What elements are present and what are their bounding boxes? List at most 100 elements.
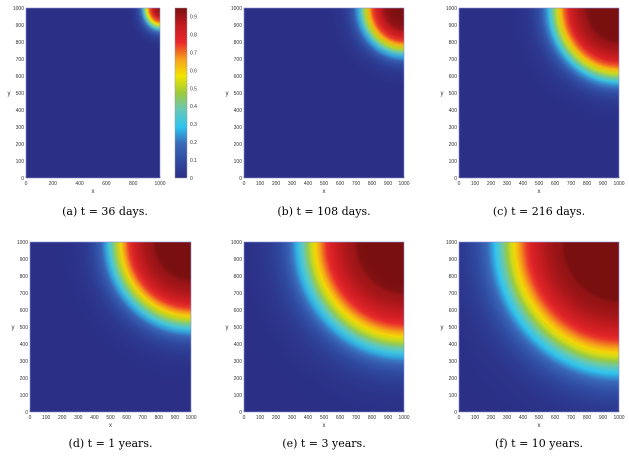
colorbar-tick-label: 0.3 <box>190 122 197 128</box>
x-tick-label: 800 <box>368 415 377 421</box>
y-axis-label: y <box>226 91 229 97</box>
x-tick-label: 300 <box>503 415 512 421</box>
y-tick-label: 200 <box>20 376 29 382</box>
heatmap-field <box>29 241 192 413</box>
y-tick-label: 800 <box>234 40 243 46</box>
colorbar-tick-label: 0.7 <box>190 51 197 57</box>
x-tick-label: 1000 <box>613 181 624 187</box>
x-tick-label: 600 <box>336 181 345 187</box>
y-tick-label: 700 <box>449 57 458 63</box>
x-axis-label: x <box>92 189 95 195</box>
x-tick-label: 100 <box>471 415 480 421</box>
y-tick-label: 1000 <box>231 6 242 12</box>
colorbar-tick-label: 0.4 <box>190 104 197 110</box>
x-tick-label: 700 <box>567 181 576 187</box>
x-tick-label: 200 <box>58 415 67 421</box>
x-tick-label: 100 <box>42 415 51 421</box>
x-tick-label: 0 <box>25 181 28 187</box>
y-tick-label: 400 <box>20 342 29 348</box>
y-tick-label: 0 <box>239 410 242 416</box>
x-tick-label: 700 <box>567 415 576 421</box>
heatmap-field <box>25 7 161 179</box>
heatmap-field <box>243 7 405 179</box>
y-axis-label: y <box>12 325 15 331</box>
x-tick-label: 500 <box>535 181 544 187</box>
x-tick-label: 200 <box>272 181 281 187</box>
y-tick-label: 300 <box>20 359 29 365</box>
caption-a: (a) t = 36 days. <box>62 205 148 218</box>
y-tick-label: 500 <box>234 325 243 331</box>
y-tick-label: 600 <box>449 308 458 314</box>
x-tick-label: 0 <box>29 415 32 421</box>
x-tick-label: 800 <box>583 415 592 421</box>
x-tick-label: 200 <box>49 181 58 187</box>
x-tick-label: 100 <box>256 181 265 187</box>
x-tick-label: 300 <box>74 415 83 421</box>
y-tick-label: 1000 <box>13 6 24 12</box>
y-tick-label: 100 <box>234 159 243 165</box>
y-tick-label: 600 <box>234 74 243 80</box>
y-tick-label: 900 <box>234 23 243 29</box>
x-tick-label: 900 <box>171 415 180 421</box>
x-tick-label: 800 <box>129 181 138 187</box>
x-tick-label: 800 <box>155 415 164 421</box>
x-tick-label: 500 <box>106 415 115 421</box>
y-tick-label: 600 <box>16 74 25 80</box>
x-tick-label: 600 <box>551 181 560 187</box>
y-axis-label: y <box>441 325 444 331</box>
x-tick-label: 500 <box>320 415 329 421</box>
y-axis-label: y <box>8 91 11 97</box>
y-tick-label: 900 <box>20 257 29 263</box>
y-tick-label: 1000 <box>446 6 457 12</box>
x-axis-label: x <box>323 423 326 429</box>
x-tick-label: 200 <box>487 181 496 187</box>
caption-e: (e) t = 3 years. <box>282 437 366 450</box>
x-tick-label: 900 <box>384 415 393 421</box>
x-tick-label: 400 <box>75 181 84 187</box>
x-tick-label: 1000 <box>398 181 409 187</box>
y-tick-label: 400 <box>234 342 243 348</box>
x-tick-label: 1000 <box>613 415 624 421</box>
y-tick-label: 1000 <box>446 240 457 246</box>
y-tick-label: 300 <box>234 125 243 131</box>
x-tick-label: 400 <box>304 415 313 421</box>
y-tick-label: 100 <box>449 159 458 165</box>
y-tick-label: 700 <box>234 57 243 63</box>
x-tick-label: 200 <box>272 415 281 421</box>
y-tick-label: 800 <box>449 274 458 280</box>
y-axis-label: y <box>226 325 229 331</box>
y-tick-label: 800 <box>20 274 29 280</box>
colorbar-tick-label: 0.1 <box>190 158 197 164</box>
x-axis-label: x <box>323 189 326 195</box>
y-tick-label: 600 <box>234 308 243 314</box>
y-tick-label: 1000 <box>231 240 242 246</box>
y-tick-label: 900 <box>449 257 458 263</box>
x-tick-label: 900 <box>384 181 393 187</box>
y-tick-label: 100 <box>234 393 243 399</box>
y-tick-label: 1000 <box>17 240 28 246</box>
y-tick-label: 400 <box>16 108 25 114</box>
y-tick-label: 400 <box>449 108 458 114</box>
colorbar-tick-label: 0.6 <box>190 68 197 74</box>
y-tick-label: 600 <box>449 74 458 80</box>
y-tick-label: 500 <box>234 91 243 97</box>
x-tick-label: 600 <box>336 415 345 421</box>
x-tick-label: 1000 <box>154 181 165 187</box>
x-tick-label: 400 <box>519 415 528 421</box>
y-tick-label: 400 <box>234 108 243 114</box>
y-tick-label: 100 <box>16 159 25 165</box>
x-tick-label: 1000 <box>185 415 196 421</box>
y-tick-label: 700 <box>16 57 25 63</box>
y-axis-label: y <box>441 91 444 97</box>
y-tick-label: 500 <box>449 325 458 331</box>
y-tick-label: 800 <box>449 40 458 46</box>
x-axis-label: x <box>109 423 112 429</box>
x-tick-label: 100 <box>256 415 265 421</box>
x-tick-label: 500 <box>535 415 544 421</box>
y-tick-label: 900 <box>449 23 458 29</box>
y-tick-label: 0 <box>239 176 242 182</box>
y-tick-label: 0 <box>454 410 457 416</box>
